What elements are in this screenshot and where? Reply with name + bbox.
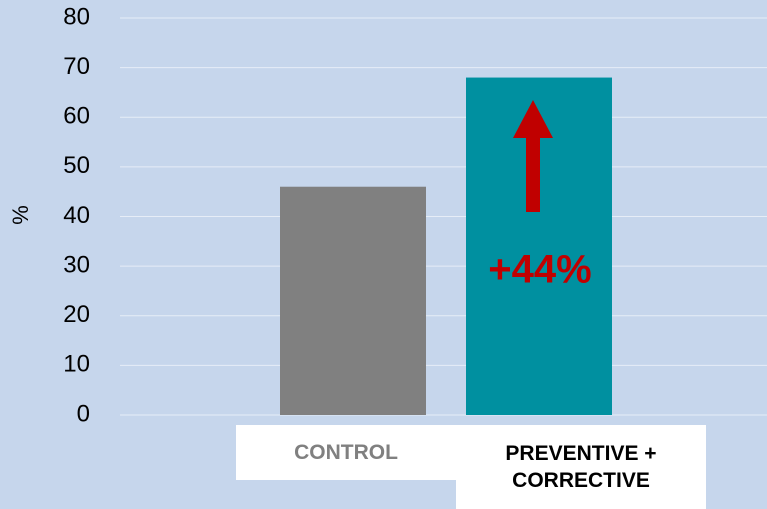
y-tick-label: 80 xyxy=(63,3,90,30)
arrow-head xyxy=(513,100,553,138)
y-axis-label: % xyxy=(8,205,33,225)
y-tick-label: 0 xyxy=(77,400,90,427)
y-tick-label: 10 xyxy=(63,351,90,378)
bar xyxy=(280,186,426,415)
y-tick-label: 20 xyxy=(63,301,90,328)
x-tick-label: PREVENTIVE + CORRECTIVE xyxy=(456,425,706,509)
y-tick-label: 30 xyxy=(63,251,90,278)
annotation: +44% xyxy=(488,248,591,292)
x-tick-label: CONTROL xyxy=(236,425,456,480)
y-tick-label: 60 xyxy=(63,103,90,130)
y-tick-label: 50 xyxy=(63,152,90,179)
y-tick-label: 40 xyxy=(63,202,90,229)
y-tick-label: 70 xyxy=(63,53,90,80)
